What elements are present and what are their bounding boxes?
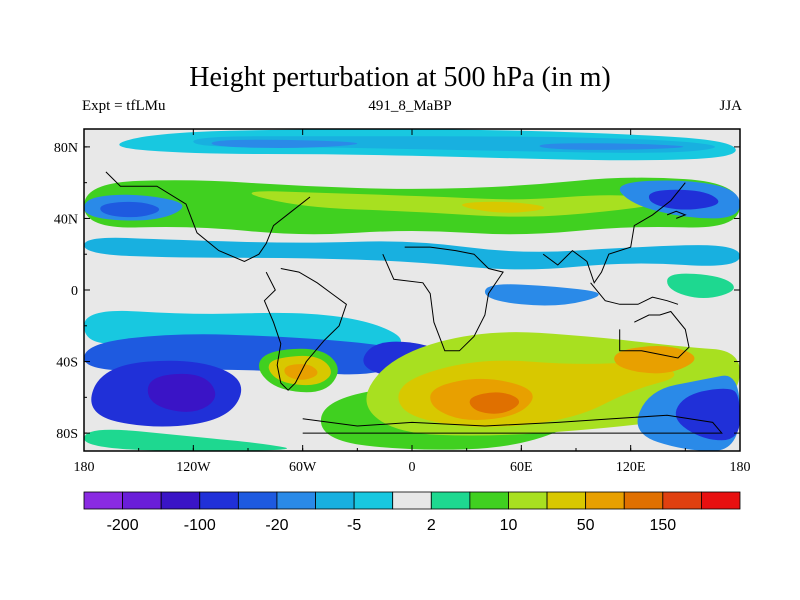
colorbar-swatch xyxy=(276,491,316,510)
colorbar-label: -20 xyxy=(265,517,288,534)
coast-asia-east xyxy=(542,182,686,284)
x-tick-label: 120W xyxy=(176,460,211,475)
contour-fills xyxy=(84,129,740,451)
contour-trop-blue-east xyxy=(484,284,599,306)
coast-africa xyxy=(382,246,504,352)
colorbar-label: -100 xyxy=(184,517,216,534)
x-tick-label: 180 xyxy=(730,460,751,475)
colorbar-label: 50 xyxy=(577,517,595,534)
colorbar-swatch xyxy=(83,491,123,510)
colorbar: -200 -100 -20 -5 2 10 50 150 xyxy=(83,491,741,534)
coast-antarctica xyxy=(302,414,723,434)
y-tick-label: 0 xyxy=(71,284,78,299)
colorbar-swatch xyxy=(662,491,702,510)
colorbar-swatch xyxy=(585,491,625,510)
y-tick-label: 80N xyxy=(54,141,78,156)
contour-australia-high xyxy=(614,346,695,374)
contour-arctic-core-east xyxy=(539,143,684,150)
experiment-label: Expt = tfLMu xyxy=(82,98,166,114)
colorbar-swatch xyxy=(701,491,741,510)
y-tick-label: 40N xyxy=(54,212,78,227)
colorbar-swatch xyxy=(623,491,664,510)
contour-indian-ocean-peak xyxy=(469,392,520,414)
y-tick-label: 40S xyxy=(56,356,78,371)
season-label: JJA xyxy=(719,98,742,114)
contour-trop-cyan-band xyxy=(84,237,740,270)
contour-nh-yellow-belt xyxy=(251,191,668,217)
coast-north-america xyxy=(105,171,311,262)
x-tick-label: 60E xyxy=(510,460,533,475)
coastlines xyxy=(105,171,723,434)
coast-south-america xyxy=(263,268,347,391)
colorbar-swatch xyxy=(315,491,355,510)
colorbar-swatch xyxy=(392,491,432,510)
x-tick-label: 0 xyxy=(409,460,416,475)
colorbar-label: -200 xyxy=(107,517,139,534)
colorbar-swatch xyxy=(508,491,548,510)
contour-nh-yellow-core xyxy=(462,201,545,213)
colorbar-label: 150 xyxy=(649,517,676,534)
colorbar-label: 2 xyxy=(427,517,436,534)
coast-australia xyxy=(619,310,690,359)
contour-se-pacific-low xyxy=(675,388,740,441)
contour-south-pacific-core xyxy=(147,373,216,412)
contour-trop-green-east xyxy=(667,273,734,299)
x-tick-label: 180 xyxy=(74,460,95,475)
colorbar-swatch xyxy=(199,491,239,510)
coast-greenland-east xyxy=(666,210,687,219)
y-tick-label: 80S xyxy=(56,427,78,442)
colorbar-swatch xyxy=(237,491,278,510)
case-label: 491_8_MaBP xyxy=(368,98,452,114)
contour-sw-green-edge xyxy=(84,429,288,451)
colorbar-swatch xyxy=(122,491,162,510)
coast-indonesia xyxy=(590,282,679,305)
colorbar-label: -5 xyxy=(347,517,361,534)
colorbar-swatch xyxy=(430,491,471,510)
colorbar-label: 10 xyxy=(500,517,518,534)
colorbar-swatch xyxy=(160,491,201,510)
colorbar-swatch xyxy=(546,491,587,510)
chart-title: Height perturbation at 500 hPa (in m) xyxy=(189,62,611,93)
contour-arctic-core xyxy=(211,139,358,149)
colorbar-swatch xyxy=(353,491,394,510)
colorbar-swatch xyxy=(469,491,509,510)
axes: 180 120W 60W 0 60E 120E 180 80N 40N 0 40S 80S xyxy=(54,129,751,475)
contour-north-pacific-core xyxy=(100,201,160,218)
x-tick-label: 120E xyxy=(616,460,646,475)
x-tick-label: 60W xyxy=(289,460,317,475)
